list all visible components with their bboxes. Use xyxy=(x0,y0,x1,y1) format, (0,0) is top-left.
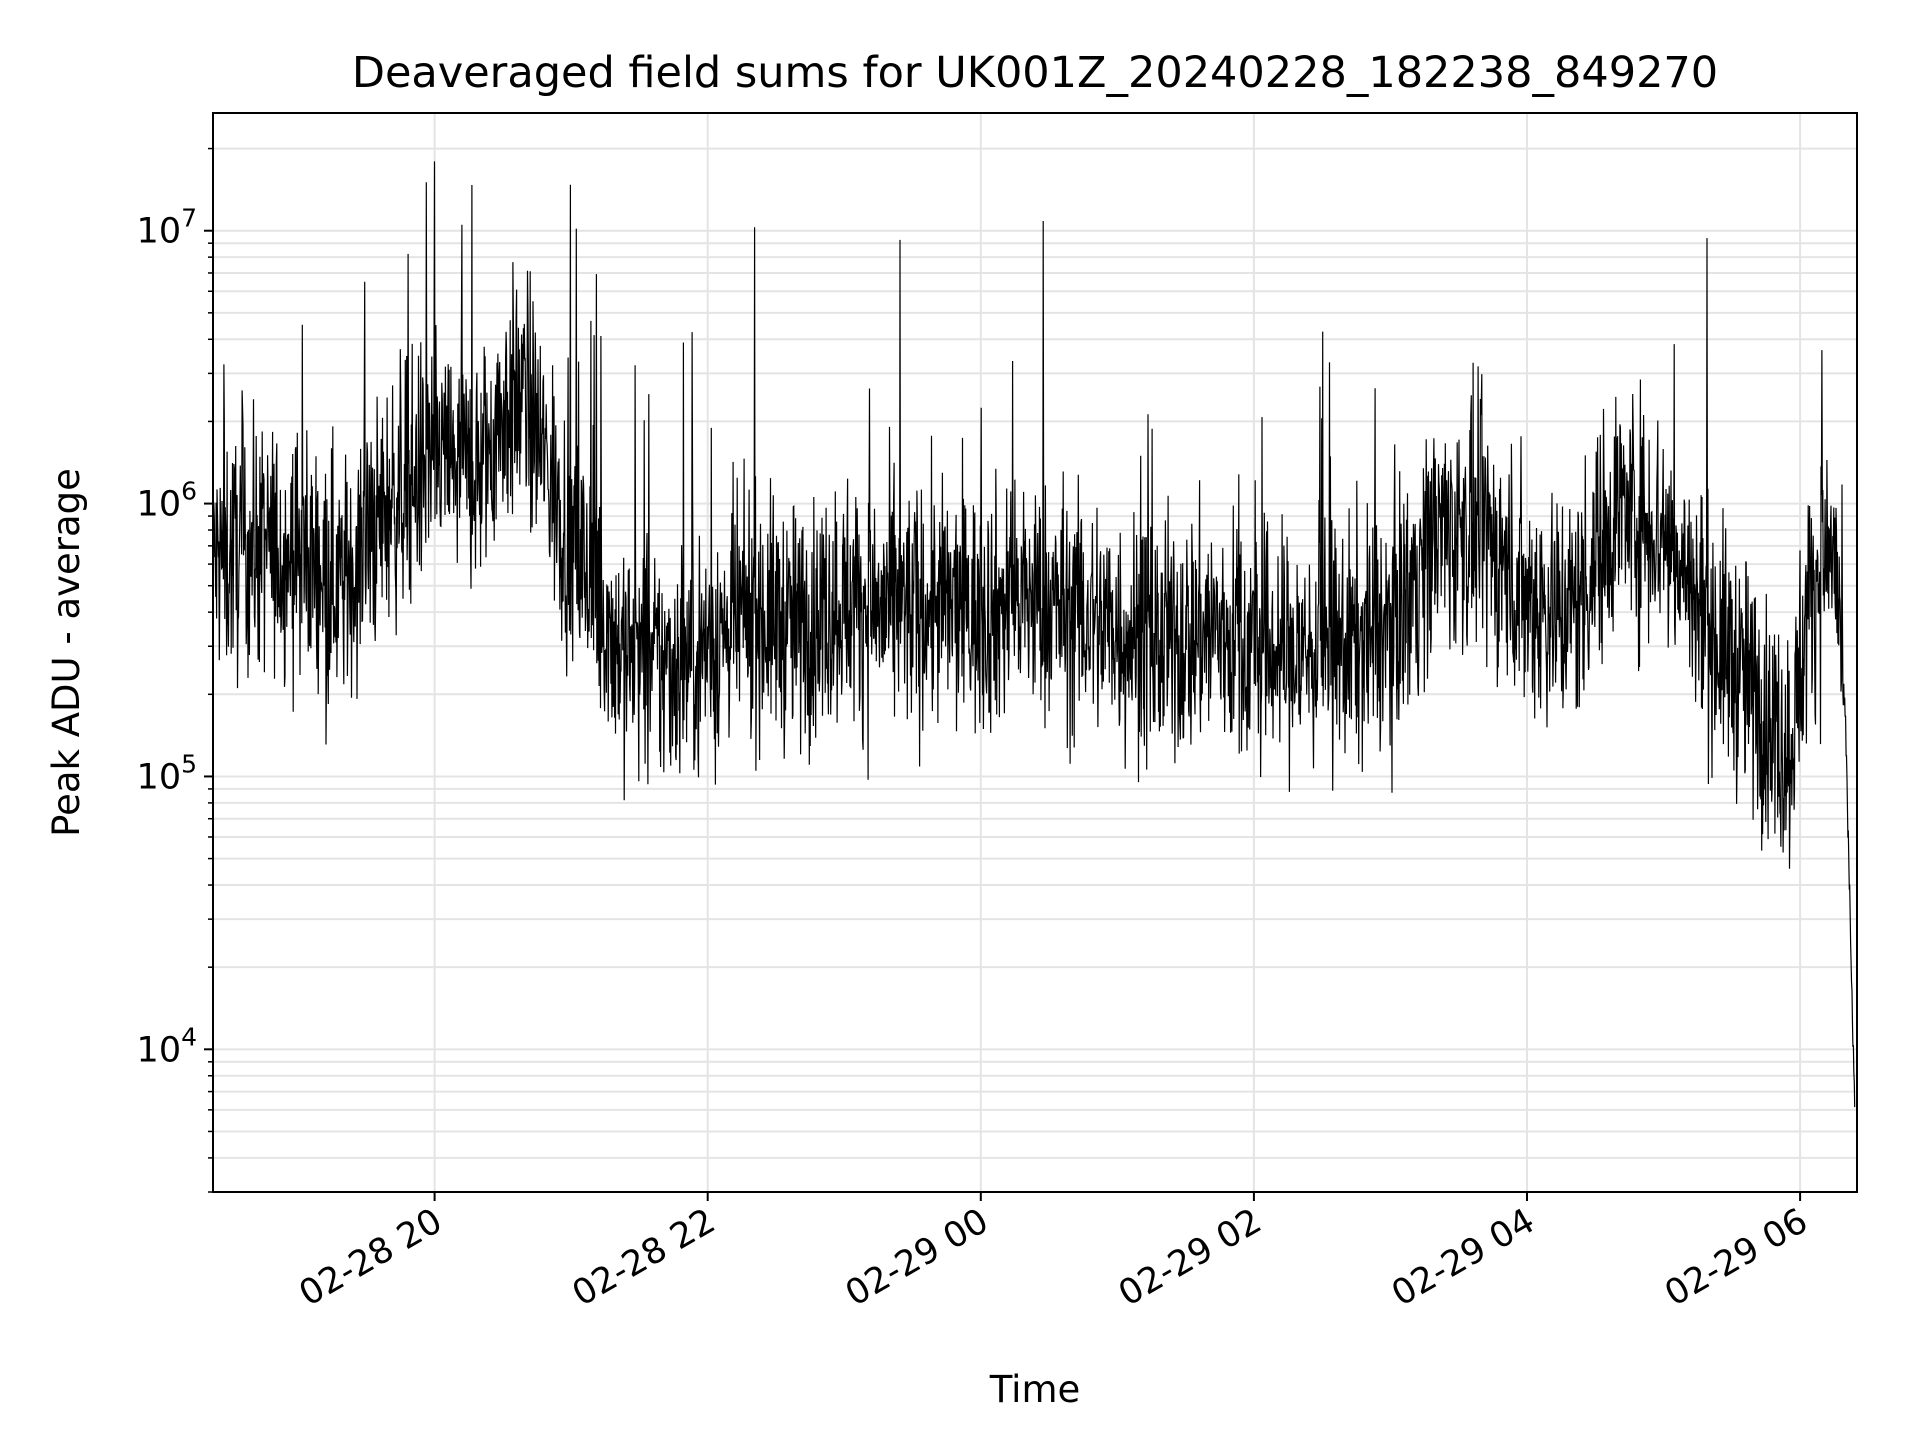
y-tick-label: 107 xyxy=(137,204,197,252)
y-tick-label-base: 10 xyxy=(137,1030,182,1070)
y-tick-label-base: 10 xyxy=(137,485,182,525)
plot-frame xyxy=(212,112,1858,1193)
y-tick-label-exponent: 7 xyxy=(181,204,197,233)
y-tick-label-base: 10 xyxy=(137,212,182,252)
series-layer xyxy=(213,161,1856,1108)
y-tick-label: 106 xyxy=(137,477,197,525)
y-tick-label-exponent: 5 xyxy=(181,749,197,778)
y-tick-label-exponent: 6 xyxy=(181,477,197,506)
y-tick-label-exponent: 4 xyxy=(181,1022,197,1051)
y-tick-label-base: 10 xyxy=(137,757,182,797)
x-axis-label: Time xyxy=(989,1368,1081,1411)
chart-title: Deaveraged field sums for UK001Z_2024022… xyxy=(352,48,1718,98)
series-line xyxy=(213,161,1856,1108)
y-tick-label: 104 xyxy=(137,1022,197,1070)
y-axis-label: Peak ADU - average xyxy=(45,468,88,837)
y-tick-label: 105 xyxy=(137,749,197,797)
